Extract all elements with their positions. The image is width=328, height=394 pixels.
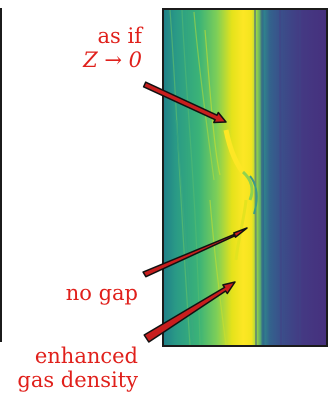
arrow-enhanced-gas-density	[143, 281, 236, 343]
arrow-no-gap	[142, 227, 248, 278]
label-enhanced-line1: enhanced	[34, 344, 138, 368]
label-enhanced-line2: gas density	[17, 368, 138, 392]
label-as-if: as if Z → 0	[83, 24, 142, 72]
label-no-gap: no gap	[66, 281, 138, 305]
arrow-as-if	[142, 81, 227, 124]
label-enhanced-gas-density: enhanced gas density	[17, 344, 138, 392]
label-as-if-line2: Z → 0	[83, 48, 142, 72]
panel-border	[162, 8, 328, 347]
label-as-if-line1: as if	[97, 24, 142, 48]
band-perturbation	[223, 129, 258, 261]
label-no-gap-line1: no gap	[65, 281, 138, 305]
density-map	[163, 9, 327, 346]
